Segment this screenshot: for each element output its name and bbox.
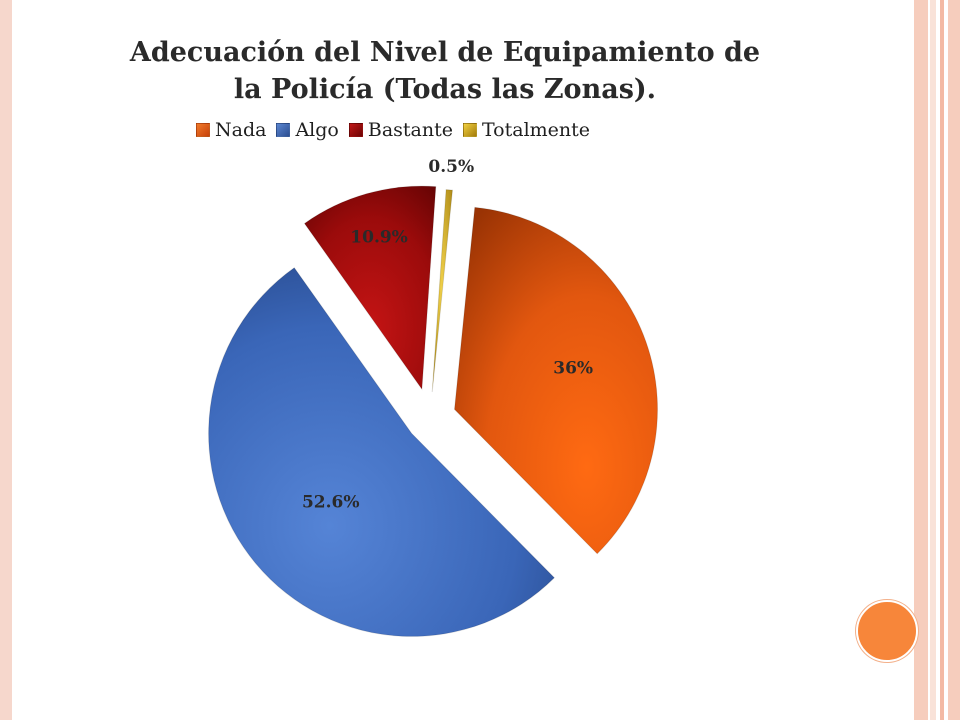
chart-title-line-2: la Policía (Todas las Zonas). — [233, 74, 657, 105]
legend-item-algo: Algo — [276, 119, 339, 141]
stripe — [930, 0, 936, 720]
data-label-bastante: 10.9% — [350, 228, 408, 248]
legend-label-totalmente: Totalmente — [481, 119, 591, 141]
data-label-nada: 36% — [553, 358, 593, 378]
legend-swatch-bastante — [348, 123, 363, 137]
legend-item-nada: Nada — [196, 119, 266, 141]
data-label-algo: 52.6% — [302, 492, 360, 512]
decorative-orange-dot — [856, 600, 918, 662]
legend-label-bastante: Bastante — [367, 119, 453, 141]
legend-item-totalmente: Totalmente — [462, 119, 591, 141]
legend-swatch-totalmente — [462, 123, 477, 137]
pie-slice-nada — [453, 206, 658, 555]
pie-slice-bastante — [303, 185, 437, 391]
legend-label-algo: Algo — [295, 119, 339, 141]
legend-swatch-nada — [196, 123, 210, 137]
slide-right-stripes — [914, 0, 960, 720]
slide-left-border — [0, 0, 12, 720]
legend-label-nada: Nada — [215, 119, 267, 141]
chart-title-line-1: Adecuación del Nivel de Equipamiento de — [129, 37, 761, 68]
legend-item-bastante: Bastante — [348, 119, 453, 141]
legend-swatch-algo — [276, 123, 291, 137]
pie-slice-algo — [208, 267, 556, 637]
pie-slice-totalmente — [431, 189, 454, 393]
data-label-totalmente: 0.5% — [428, 157, 474, 177]
stripe — [948, 0, 960, 720]
chart-title: Adecuación del Nivel de Equipamiento de … — [100, 34, 790, 108]
stripe — [940, 0, 944, 720]
stripe — [914, 0, 928, 720]
chart-legend: Nada Algo Bastante Totalmente — [196, 118, 590, 142]
